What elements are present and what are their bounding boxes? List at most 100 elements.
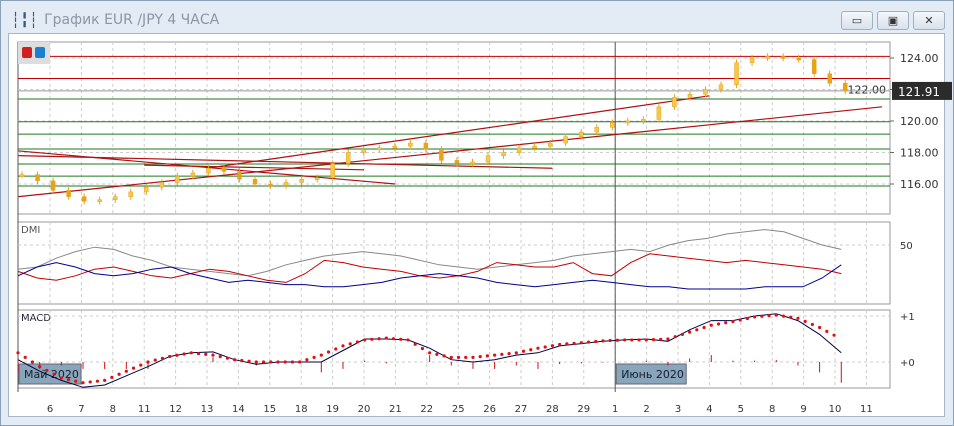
- candle: [159, 182, 165, 188]
- di-minus-line: [17, 262, 842, 290]
- signal-dot: [623, 338, 627, 342]
- signal-dot: [124, 369, 128, 373]
- signal-dot: [724, 321, 728, 325]
- signal-dot: [240, 358, 244, 363]
- signal-dot: [521, 349, 526, 353]
- candle: [780, 56, 786, 59]
- time-tick-label: 7: [78, 404, 84, 415]
- signal-dot: [637, 338, 641, 342]
- candle: [734, 62, 739, 86]
- candle: [330, 163, 335, 178]
- signal-dot: [774, 313, 778, 317]
- candle: [97, 199, 102, 202]
- signal-dot: [189, 351, 193, 355]
- signal-dot: [139, 363, 143, 367]
- signal-dot: [709, 323, 713, 327]
- signal-dot: [500, 352, 504, 356]
- price-tick-label: 120.00: [900, 115, 939, 128]
- signal-dot: [803, 319, 807, 323]
- candle: [392, 145, 398, 149]
- signal-dot: [52, 372, 56, 376]
- signal-dot: [211, 353, 215, 357]
- signal-dot: [117, 372, 121, 376]
- candle: [485, 155, 491, 163]
- signal-dot: [767, 314, 771, 318]
- candle: [19, 174, 25, 177]
- signal-dot: [471, 355, 475, 359]
- signal-dot: [45, 368, 49, 373]
- time-tick-label: 8: [110, 404, 116, 415]
- restore-button[interactable]: ▣: [877, 11, 909, 30]
- signal-dot: [233, 358, 237, 362]
- time-tick-label: 18: [295, 404, 308, 415]
- time-tick-label: 14: [232, 404, 245, 415]
- signal-dot: [651, 338, 656, 342]
- price-tick-label: 116.00: [900, 178, 939, 191]
- month-tag-label: Май 2020: [24, 368, 79, 381]
- time-tick-label: 4: [706, 404, 712, 415]
- signal-dot: [81, 381, 85, 385]
- signal-dot: [377, 337, 381, 341]
- signal-dot: [507, 351, 511, 356]
- close-button[interactable]: ✕: [913, 11, 945, 30]
- candle: [377, 147, 382, 151]
- signal-dot: [363, 338, 367, 342]
- time-tick-label: 20: [358, 404, 371, 415]
- signal-dot: [493, 353, 497, 357]
- signal-dot: [702, 325, 706, 330]
- minimize-button[interactable]: ▭: [841, 11, 873, 30]
- signal-dot: [680, 332, 685, 336]
- signal-dot: [738, 318, 742, 322]
- time-tick-label: 1: [612, 404, 618, 415]
- time-tick-label: 29: [577, 404, 590, 415]
- signal-dot: [688, 330, 692, 334]
- time-tick-label: 22: [420, 404, 433, 415]
- candle: [765, 56, 770, 59]
- candle: [501, 152, 506, 156]
- window-title-bar: ┆╏┆ График EUR /JPY 4 ЧАСА: [11, 9, 219, 31]
- time-tick-label: 8: [769, 404, 775, 415]
- time-tick-label: 6: [47, 404, 53, 415]
- dmi-label: DMI: [21, 225, 40, 236]
- signal-dot: [110, 375, 114, 379]
- trendline: [206, 95, 710, 169]
- signal-dot: [406, 338, 410, 342]
- signal-dot: [716, 322, 721, 326]
- candle: [516, 147, 522, 153]
- candle: [641, 119, 646, 122]
- signal-dot: [810, 322, 814, 327]
- signal-dot: [312, 355, 316, 359]
- red-toggle-button[interactable]: [22, 47, 32, 58]
- candlestick-chart-icon: ┆╏┆: [11, 11, 39, 29]
- time-tick-label: 12: [169, 404, 182, 415]
- time-tick-label: 19: [326, 404, 339, 415]
- candle: [190, 172, 196, 177]
- signal-dot: [608, 338, 612, 343]
- candle: [35, 174, 40, 182]
- time-tick-label: 11: [860, 404, 873, 415]
- signal-dot: [550, 344, 555, 348]
- signal-dot: [478, 355, 482, 359]
- signal-dot: [298, 360, 302, 364]
- signal-dot: [305, 358, 309, 362]
- time-tick-label: 15: [263, 404, 276, 415]
- candle: [81, 196, 87, 202]
- macd-panel: [17, 309, 891, 389]
- blue-toggle-button[interactable]: [35, 47, 45, 58]
- signal-dot: [168, 354, 172, 359]
- signal-dot: [391, 337, 396, 341]
- signal-dot: [66, 378, 71, 382]
- candle: [703, 89, 708, 95]
- candle: [827, 73, 832, 84]
- signal-dot: [160, 356, 165, 360]
- candle: [221, 168, 227, 172]
- price-tick-label: 124.00: [900, 52, 939, 65]
- signal-dot: [442, 354, 446, 358]
- candle: [237, 171, 242, 180]
- signal-dot: [16, 351, 20, 355]
- candle: [687, 93, 693, 98]
- time-tick-label: 5: [738, 404, 744, 415]
- candle: [283, 182, 289, 186]
- candle: [547, 142, 553, 147]
